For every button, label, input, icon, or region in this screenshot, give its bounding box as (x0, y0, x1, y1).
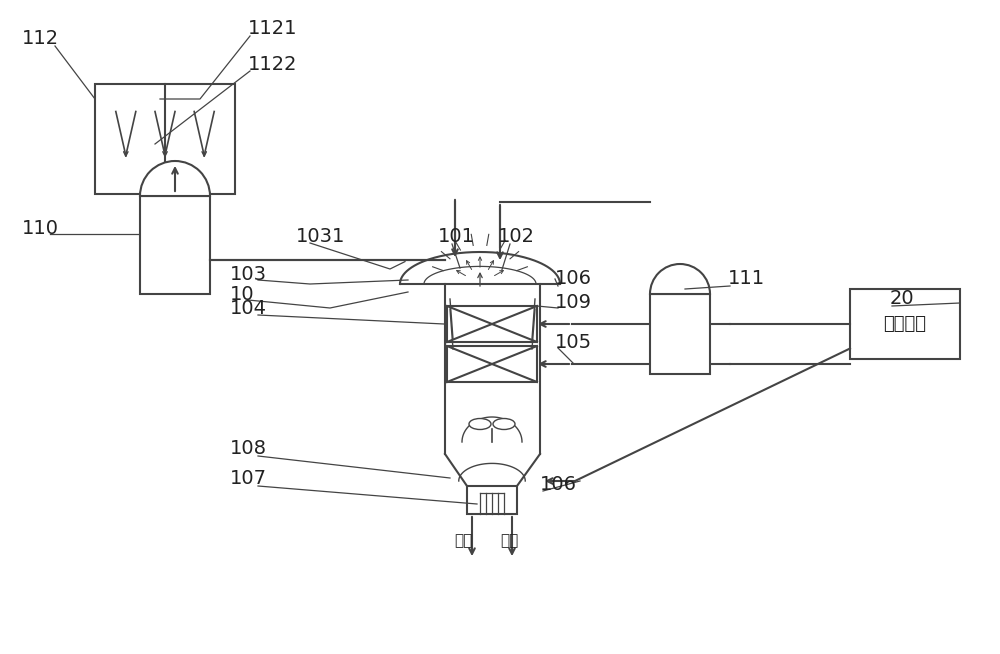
Text: 10: 10 (230, 284, 255, 303)
Text: 106: 106 (540, 475, 577, 494)
Bar (650, 294, 710, 374)
Text: 108: 108 (230, 439, 267, 458)
Text: 出料: 出料 (500, 534, 518, 549)
Bar (850, 289, 960, 359)
Text: 20: 20 (890, 290, 915, 309)
Ellipse shape (469, 419, 491, 430)
Text: 1121: 1121 (248, 20, 298, 39)
Text: 112: 112 (22, 29, 59, 48)
Text: 1031: 1031 (296, 226, 345, 245)
Text: 109: 109 (555, 292, 592, 311)
Text: 110: 110 (22, 220, 59, 239)
Text: 111: 111 (728, 269, 765, 288)
Text: 106: 106 (555, 269, 592, 288)
Text: 104: 104 (230, 300, 267, 318)
Text: 103: 103 (230, 264, 267, 283)
Bar (140, 196, 210, 294)
Text: 1122: 1122 (248, 54, 298, 73)
Wedge shape (140, 161, 210, 196)
Bar (467, 486, 517, 514)
Text: 控制系统: 控制系统 (884, 315, 926, 333)
Text: 出料: 出料 (454, 534, 472, 549)
Bar (95, 84, 235, 194)
Ellipse shape (493, 419, 515, 430)
Wedge shape (650, 264, 710, 294)
Text: 101: 101 (438, 228, 475, 247)
Text: 105: 105 (555, 332, 592, 351)
Text: 107: 107 (230, 470, 267, 489)
Text: 102: 102 (498, 228, 535, 247)
